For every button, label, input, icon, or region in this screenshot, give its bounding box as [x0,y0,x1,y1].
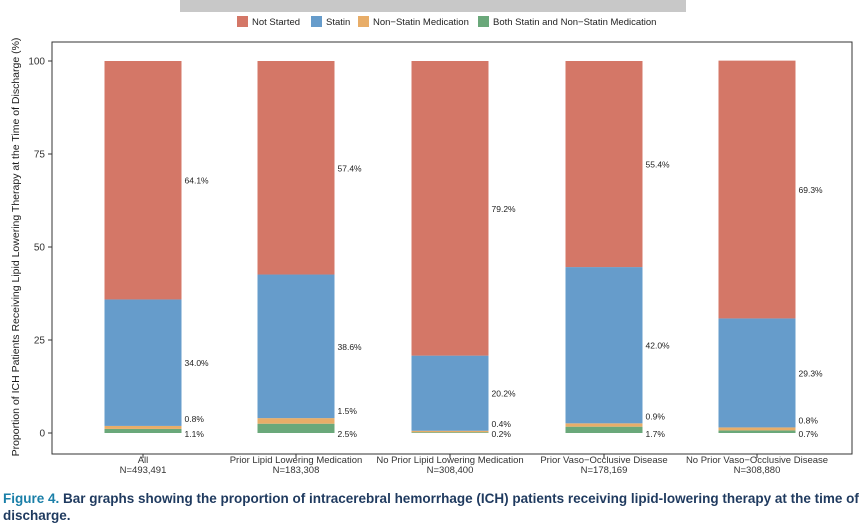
bar-segment [718,427,796,431]
legend-swatch [311,16,322,27]
x-tick-count: N=183,308 [273,465,320,476]
plot-panel-border [51,41,853,455]
data-label: 0.8% [799,415,819,425]
bar-stack: 2.5% 1.5% 38.6% 57.4% [257,61,363,439]
x-tick-count: N=308,400 [427,465,474,476]
y-tick-label: 25 [34,336,46,347]
bar-segment [565,426,643,433]
legend: Not Started Statin Non−Statin Medication Bo… [237,16,656,28]
bar-segment [411,432,489,433]
data-label: 0.7% [799,429,819,439]
legend-label: Not Started [252,17,300,28]
x-tick-count: N=178,169 [581,465,628,476]
x-tick-count: N=493,491 [120,465,167,476]
x-tick-label: No Prior Lipid Lowering Medication [376,455,523,466]
data-label: 55.4% [646,160,671,170]
top-gray-bar [180,0,686,12]
data-label: 34.0% [185,358,210,368]
bar-segment [104,425,182,429]
bar-segment [718,430,796,433]
y-tick-label: 100 [28,57,45,68]
x-tick-label: All [138,455,149,466]
data-label: 38.6% [338,342,363,352]
data-label: 69.3% [799,185,824,195]
bar-segment [257,423,335,433]
bar-segment [565,423,643,427]
caption-label: Figure 4. [3,491,60,506]
bar-segment [411,430,489,433]
bar-segment [104,428,182,433]
bar-segment [104,299,182,426]
bar-segment [718,318,796,428]
y-tick-label: 50 [34,243,46,254]
legend-label: Statin [326,17,350,28]
data-label: 1.1% [185,429,205,439]
data-label: 64.1% [185,176,210,186]
bar-segment [104,61,182,300]
data-label: 1.5% [338,406,358,416]
data-label: 29.3% [799,368,824,378]
bar-segment [565,267,643,424]
data-label: 0.8% [185,414,205,424]
data-label: 1.7% [646,429,666,439]
data-label: 0.4% [492,419,512,429]
data-label: 42.0% [646,341,671,351]
y-tick-label: 0 [39,429,45,440]
data-label: 57.4% [338,163,363,173]
y-axis-title: Proportion of ICH Patients Receiving Lip… [10,38,22,457]
bar-segment [565,61,643,268]
bar-segment [257,61,335,275]
bar-segment [257,418,335,424]
bar-segment [257,274,335,419]
data-label: 2.5% [338,429,358,439]
data-label: 0.9% [646,411,666,421]
data-label: 79.2% [492,204,517,214]
bar-stack: 1.1% 0.8% 34.0% 64.1% [104,61,210,439]
x-tick-count: N=308,880 [734,465,781,476]
x-tick-label: Prior Lipid Lowering Medication [230,455,363,466]
figure-caption: Figure 4. Bar graphs showing the proport… [3,490,863,524]
y-axis: 0 25 50 75 100 [28,57,52,440]
legend-label: Both Statin and Non−Statin Medication [493,17,656,28]
legend-label: Non−Statin Medication [373,17,469,28]
stacked-bar-chart: Not Started Statin Non−Statin Medication Bo… [10,16,853,476]
bar-segment [411,61,489,356]
bar-stack: 1.7% 0.9% 42.0% 55.4% [565,61,671,439]
x-tick-label: No Prior Vaso−Occlusive Disease [686,455,828,466]
x-tick-label: Prior Vaso−Occlusive Disease [540,455,667,466]
bars: 1.1% 0.8% 34.0% 64.1% 2.5% 1.5% 38.6% 57.4% 0.2%… [104,60,824,439]
bar-segment [411,355,489,431]
bar-stack: 0.7% 0.8% 29.3% 69.3% [718,60,824,439]
legend-swatch [237,16,248,27]
data-label: 0.2% [492,429,512,439]
bar-stack: 0.2%0.4% 20.2% 79.2% [411,61,517,439]
legend-swatch [478,16,489,27]
bar-segment [718,60,796,319]
caption-text: Bar graphs showing the proportion of int… [3,491,859,523]
data-label: 20.2% [492,389,517,399]
legend-swatch [358,16,369,27]
y-tick-label: 75 [34,150,46,161]
